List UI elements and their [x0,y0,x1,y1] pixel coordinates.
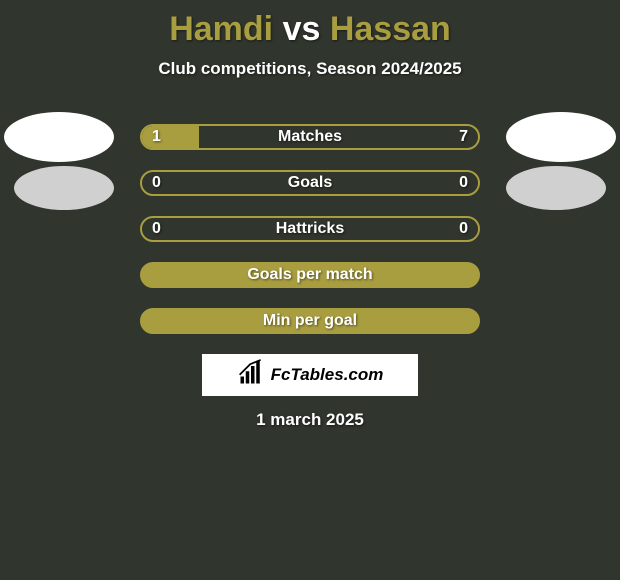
bar-label: Goals per match [142,264,478,286]
stat-bar: Min per goal [140,308,480,334]
bar-value-right: 7 [459,126,468,148]
title-player2: Hassan [330,10,451,48]
bar-label: Goals [142,172,478,194]
avatar-player2-primary [506,112,616,162]
stat-bar: Hattricks0 0 [140,216,480,242]
comparison-bars: Matches17Goals00Hattricks00Goals per mat… [140,124,480,354]
logo-badge: FcTables.com [202,354,418,396]
bar-value-right: 0 [459,172,468,194]
title-player1: Hamdi [169,10,273,48]
stat-bar: Goals0 0 [140,170,480,196]
date-label: 1 march 2025 [0,410,620,430]
stat-bar: Matches1 7 [140,124,480,150]
logo-text: FcTables.com [271,365,384,385]
title-vs: vs [283,10,321,48]
stat-bar: Goals per match [140,262,480,288]
avatar-player1-secondary [14,166,114,210]
bar-value-left: 1 [152,126,161,148]
chart-icon [237,359,265,392]
avatar-player2-secondary [506,166,606,210]
page-title: Hamdi vs Hassan [0,0,620,49]
bar-label: Hattricks [142,218,478,240]
bar-value-right: 0 [459,218,468,240]
bar-label: Min per goal [142,310,478,332]
bar-label: Matches [142,126,478,148]
bar-value-left: 0 [152,172,161,194]
avatar-player1-primary [4,112,114,162]
subtitle: Club competitions, Season 2024/2025 [0,59,620,79]
bar-value-left: 0 [152,218,161,240]
